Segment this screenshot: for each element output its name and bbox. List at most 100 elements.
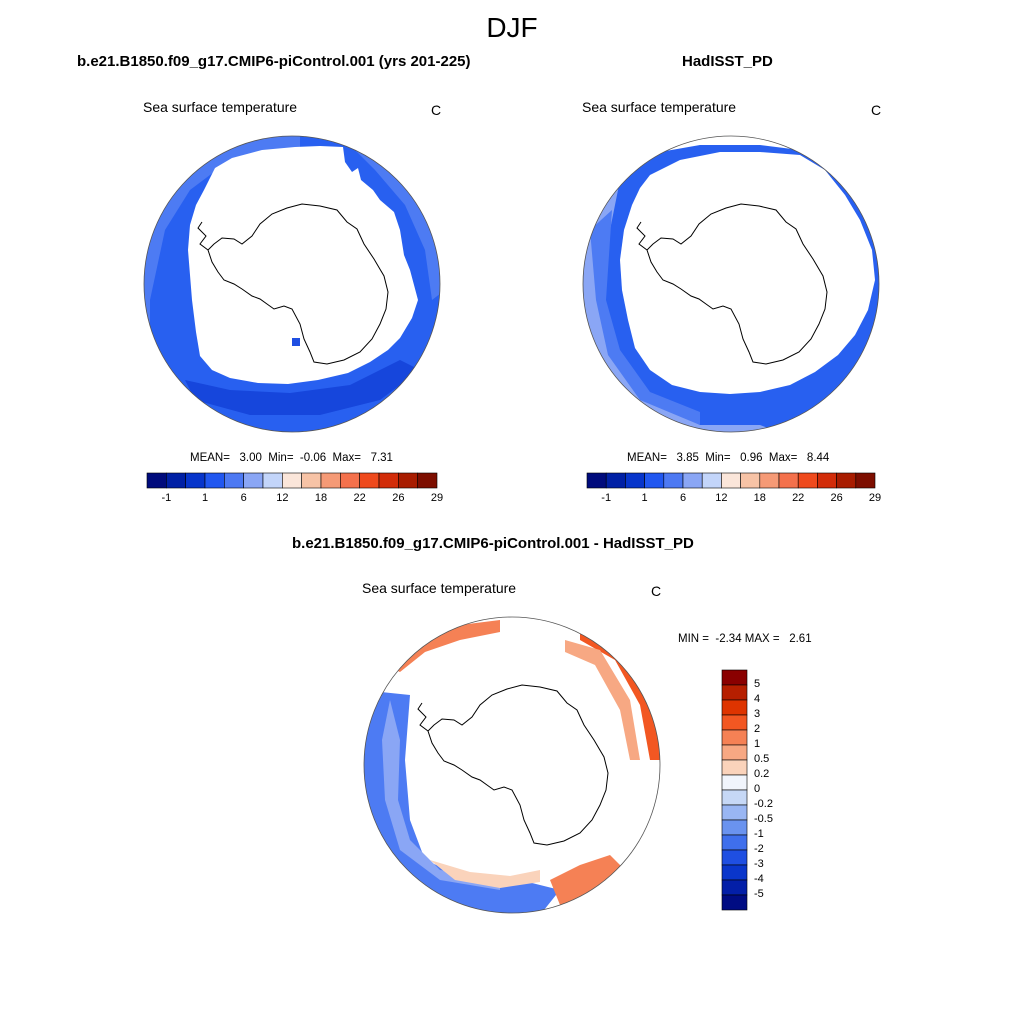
panel3-colorbar-tick-label: 5 (754, 678, 761, 690)
panel1-ocean-patch (292, 338, 300, 346)
panel2-warm-band (583, 180, 800, 432)
panel3-colorbar-box (721, 819, 748, 836)
panel2-colorbar-box (855, 472, 876, 489)
panel3-colorbar-tick-label: -3 (754, 858, 764, 870)
panel2-colorbar-box (740, 472, 761, 489)
panel3-variable-label: Sea surface temperature (362, 580, 517, 596)
panel1-colorbar-tick-label: -1 (161, 492, 172, 504)
panel1-colorbar-box (320, 472, 341, 489)
panel1-units-label: C (431, 102, 442, 118)
panel1-ice-mask (188, 146, 418, 384)
panel2-colorbar-box (759, 472, 780, 489)
panel2-colorbar-tick-label: 12 (715, 492, 728, 504)
panel2-colorbar-box (605, 472, 626, 489)
panel2-colorbar-box (625, 472, 645, 489)
panel3-colorbar-tick-label: 1 (754, 738, 761, 750)
panel3-colorbar-box (721, 669, 748, 686)
panel3-colorbar-tick-label: 4 (754, 693, 761, 705)
panel3-map-border (363, 616, 661, 914)
panel2-map (582, 135, 880, 433)
panel3-colorbar-tick-label: 0 (754, 783, 761, 795)
panel1-colorbar-box (185, 472, 206, 489)
panel2-colorbar-box (817, 472, 837, 489)
panel3-colorbar-box (721, 864, 748, 881)
panel2-map-border (582, 135, 880, 433)
panel1-colorbar-box (398, 472, 418, 489)
panel1-cold-band (185, 360, 420, 415)
panel3-negative-light (382, 700, 500, 890)
panel2-colorbar-box (682, 472, 703, 489)
panel3-colorbar-box (721, 894, 748, 911)
panel3-colorbar-tick-label: 0.2 (754, 768, 770, 780)
panel3-colorbar-box (721, 774, 748, 791)
panel3-colorbar-box (721, 759, 748, 776)
panel2-title: HadISST_PD (682, 53, 773, 70)
panel2-colorbar-box (778, 472, 799, 489)
panel3-stats: MIN = -2.34 MAX = 2.61 (678, 633, 812, 645)
panel3-units-label: C (651, 583, 662, 599)
panel2-peninsula (636, 221, 648, 251)
panel1-colorbar-box (301, 472, 322, 489)
panel1-colorbar-tick-label: 1 (201, 492, 209, 504)
panel3-colorbar (721, 669, 748, 911)
panel3-colorbar-tick-label: -4 (754, 873, 764, 885)
panel2-colorbar-tick-label: 22 (792, 492, 805, 504)
panel2-stats: MEAN= 3.85 Min= 0.96 Max= 8.44 (627, 452, 830, 464)
panel3-colorbar-tick-label: -2 (754, 843, 764, 855)
panel3-colorbar-tick-label: -0.2 (754, 798, 773, 810)
panel2-colorbar-tick-label: 26 (830, 492, 843, 504)
panel3-title: b.e21.B1850.f09_g17.CMIP6-piControl.001 … (292, 535, 694, 552)
panel3-background (364, 617, 660, 913)
panel3-colorbar-tick-label: -5 (754, 888, 764, 900)
panel2-colorbar-tick-label: 1 (641, 492, 648, 504)
figure-title: DJF (486, 12, 538, 43)
panel1-colorbar-box (166, 472, 186, 489)
panel1-stats: MEAN= 3.00 Min= -0.06 Max= 7.31 (190, 452, 393, 464)
panel3-colorbar-box (721, 834, 748, 851)
panel3-colorbar-box (721, 849, 748, 866)
panel3-colorbar-box (721, 714, 748, 731)
panel2-variable-label: Sea surface temperature (582, 99, 737, 115)
panel3-colorbar-tick-label: -0.5 (754, 813, 773, 825)
panel1-colorbar-box (262, 472, 283, 489)
panel1-variable-label: Sea surface temperature (143, 99, 298, 115)
panel3-colorbar-box (721, 744, 748, 761)
panel2-units-label: C (871, 102, 882, 118)
panel3-colorbar-box (721, 729, 748, 746)
panel2-colorbar-box (721, 472, 741, 489)
panel2-colorbar-box (663, 472, 684, 489)
panel2-colorbar-box (797, 472, 818, 489)
panel2-coastline (646, 203, 828, 365)
panel2-colorbar (586, 472, 876, 489)
panel3-colorbar-tick-label: 0.5 (754, 753, 770, 765)
panel3-map (363, 616, 661, 914)
panel1-colorbar-box (359, 472, 380, 489)
panel1-colorbar-tick-label: 12 (276, 492, 289, 504)
panel3-colorbar-box (721, 684, 748, 701)
panel3-colorbar-box (721, 789, 748, 806)
panel3-colorbar-box (721, 699, 748, 716)
panel3-positive-east-light (565, 640, 640, 760)
panel1-colorbar-box (224, 472, 244, 489)
panel2-colorbar-tick-label: 18 (753, 492, 766, 504)
panel3-colorbar-tick-label: 3 (754, 708, 761, 720)
panel1-colorbar-box (340, 472, 360, 489)
panel1-colorbar-tick-label: 18 (314, 492, 328, 504)
panel1-colorbar-box (417, 472, 438, 489)
panel3-colorbar-box (721, 879, 748, 896)
panel2-colorbar-box (644, 472, 665, 489)
panel1-colorbar-box (282, 472, 302, 489)
panel1-colorbar-box (204, 472, 225, 489)
panel2-colorbar-tick-label: 29 (868, 492, 882, 504)
panel3-colorbar-tick-label: 2 (754, 723, 761, 735)
panel1-colorbar-tick-label: 29 (430, 492, 444, 504)
panel3-positive-south-light (430, 860, 540, 888)
panel1-colorbar-tick-label: 6 (240, 492, 247, 504)
panel1-colorbar (146, 472, 438, 489)
panel1-colorbar-tick-label: 22 (353, 492, 366, 504)
panel3-positive-south (550, 855, 625, 905)
panel2-ice-mask (620, 152, 875, 394)
panel1-title: b.e21.B1850.f09_g17.CMIP6-piControl.001 … (77, 53, 471, 70)
panel2-mid-band (590, 210, 700, 425)
panel2-colorbar-box (701, 472, 722, 489)
